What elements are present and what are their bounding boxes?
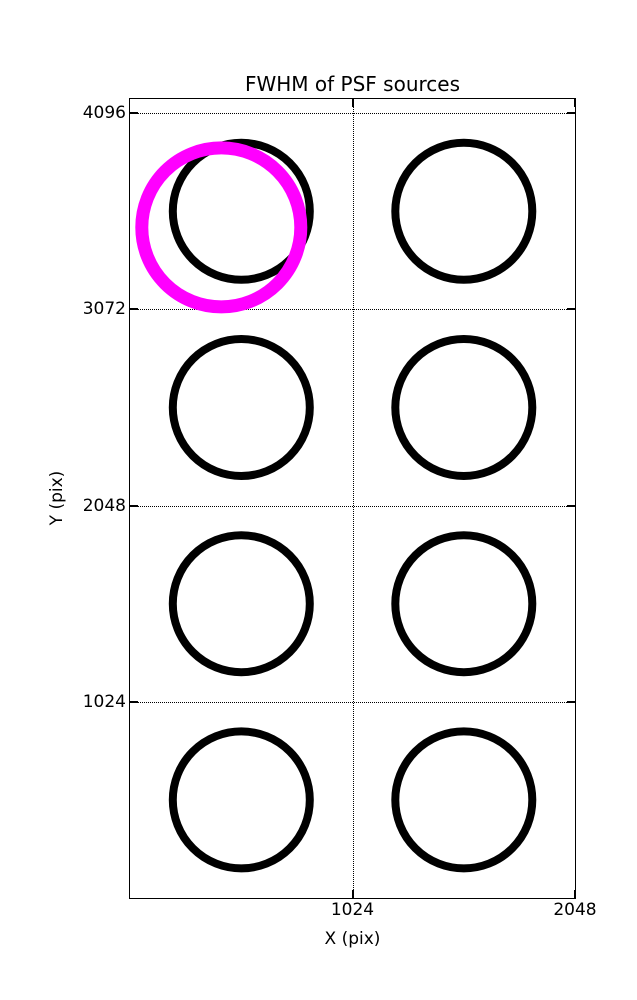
y-tick-mark-left (130, 112, 138, 115)
y-tick-label: 1024 (82, 691, 126, 712)
psf-sources-circle (391, 727, 537, 873)
y-tick-mark-right (567, 112, 575, 115)
y-tick-label: 2048 (82, 495, 126, 516)
y-tick-mark-right (567, 504, 575, 507)
x-gridline (352, 99, 354, 898)
y-tick-mark-left (130, 308, 138, 311)
psf-sources-circle (168, 727, 314, 873)
highlighted-fwhm-source-circle (135, 141, 308, 314)
psf-sources-circle (168, 531, 314, 677)
x-tick-mark-bottom (574, 890, 576, 898)
y-tick-mark-left (130, 504, 138, 507)
psf-sources-circle (391, 335, 537, 480)
y-tick-label: 4096 (82, 103, 126, 124)
x-tick-label: 2048 (553, 900, 597, 920)
psf-sources-circle (168, 335, 314, 480)
y-axis-label: Y (pix) (47, 470, 67, 526)
x-tick-mark-bottom (351, 890, 354, 898)
x-tick-mark-top (351, 99, 354, 107)
x-tick-mark-top (574, 99, 576, 107)
psf-sources-circle (391, 138, 537, 284)
psf-sources-circle (391, 531, 537, 677)
chart-title: FWHM of PSF sources (244, 72, 461, 96)
plot-area (129, 98, 576, 899)
data-marker-layer (135, 138, 537, 873)
x-axis-label: X (pix) (324, 929, 381, 949)
psf-sources-circle (168, 138, 314, 284)
y-tick-mark-left (130, 700, 138, 703)
x-tick-label: 1024 (330, 900, 375, 920)
y-tick-label: 3072 (82, 299, 126, 320)
y-tick-mark-right (567, 700, 575, 703)
y-tick-mark-right (567, 308, 575, 311)
